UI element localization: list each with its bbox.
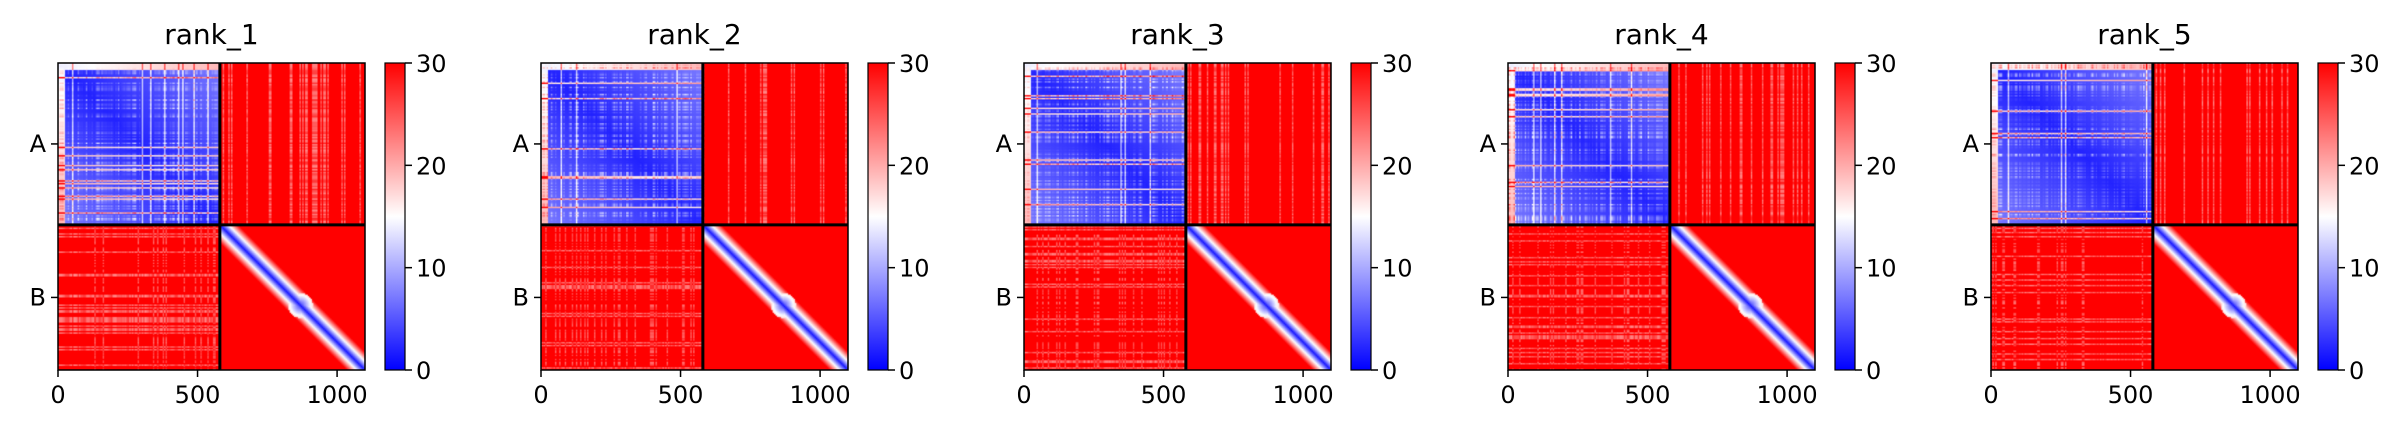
- colorbar-frame: [1350, 62, 1372, 371]
- axes-frame: [57, 62, 366, 371]
- panel-2: rank_2 0 500 1000 A B 0 10 20 30: [513, 18, 930, 409]
- colorbar-tick-label: 30: [1382, 50, 1413, 78]
- colorbar-tick-label: 20: [1866, 152, 1897, 180]
- x-tick-label: 0: [1016, 381, 1031, 409]
- y-tick-label: B: [996, 283, 1012, 311]
- x-tick-label: 500: [1141, 381, 1187, 409]
- axes-frame: [1023, 62, 1332, 371]
- x-tick-label: 500: [658, 381, 704, 409]
- x-tick-label: 500: [2108, 381, 2154, 409]
- x-tick-label: 1000: [1757, 381, 1818, 409]
- colorbar: [385, 63, 405, 370]
- x-tick-label: 500: [175, 381, 221, 409]
- heatmap-image: [1508, 63, 1815, 370]
- heatmap-image: [1991, 63, 2298, 370]
- y-tick-label: A: [513, 130, 530, 158]
- colorbar-tick-label: 10: [1866, 255, 1897, 283]
- panel-title: rank_3: [1130, 18, 1224, 51]
- panel-4: rank_4 0 500 1000 A B 0 10 20 30: [1480, 18, 1897, 409]
- x-tick-label: 1000: [1273, 381, 1334, 409]
- colorbar-tick-label: 30: [416, 50, 447, 78]
- y-tick-label: A: [996, 130, 1013, 158]
- y-tick-label: B: [30, 283, 46, 311]
- colorbar-frame: [384, 62, 406, 371]
- x-tick-label: 500: [1625, 381, 1671, 409]
- colorbar: [868, 63, 888, 370]
- x-tick-label: 0: [50, 381, 65, 409]
- x-tick-label: 0: [1500, 381, 1515, 409]
- x-tick-label: 0: [1983, 381, 1998, 409]
- colorbar-tick-label: 0: [899, 357, 914, 385]
- panel-title: rank_4: [1614, 18, 1708, 51]
- colorbar-frame: [2317, 62, 2339, 371]
- colorbar-tick-label: 10: [416, 255, 447, 283]
- panel-title: rank_2: [647, 18, 741, 51]
- x-tick-label: 0: [533, 381, 548, 409]
- y-tick-label: A: [1480, 130, 1497, 158]
- colorbar: [1351, 63, 1371, 370]
- colorbar-tick-label: 30: [1866, 50, 1897, 78]
- colorbar-tick-label: 10: [1382, 255, 1413, 283]
- colorbar-frame: [867, 62, 889, 371]
- colorbar-tick-label: 0: [1866, 357, 1881, 385]
- x-tick-label: 1000: [2240, 381, 2301, 409]
- heatmap-image: [541, 63, 848, 370]
- colorbar-tick-label: 0: [1382, 357, 1397, 385]
- colorbar: [2318, 63, 2338, 370]
- colorbar-tick-label: 30: [2349, 50, 2380, 78]
- x-tick-label: 1000: [790, 381, 851, 409]
- colorbar-tick-label: 10: [899, 255, 930, 283]
- x-tick-label: 1000: [307, 381, 368, 409]
- colorbar-tick-label: 20: [2349, 152, 2380, 180]
- colorbar-tick-label: 10: [2349, 255, 2380, 283]
- axes-frame: [1990, 62, 2299, 371]
- y-tick-label: B: [1963, 283, 1979, 311]
- heatmap-image: [1024, 63, 1331, 370]
- axes-frame: [1507, 62, 1816, 371]
- panel-1: rank_1 0 500 1000 A B 0 10 20 30: [30, 18, 447, 409]
- panel-title: rank_5: [2097, 18, 2191, 51]
- y-tick-label: A: [30, 130, 47, 158]
- colorbar-frame: [1834, 62, 1856, 371]
- colorbar-tick-label: 20: [416, 152, 447, 180]
- colorbar: [1835, 63, 1855, 370]
- y-tick-label: B: [1480, 283, 1496, 311]
- colorbar-tick-label: 0: [416, 357, 431, 385]
- panel-5: rank_5 0 500 1000 A B 0 10 20 30: [1963, 18, 2380, 409]
- heatmap-image: [58, 63, 365, 370]
- y-tick-label: A: [1963, 130, 1980, 158]
- panel-title: rank_1: [164, 18, 258, 51]
- colorbar-tick-label: 30: [899, 50, 930, 78]
- colorbar-tick-label: 0: [2349, 357, 2364, 385]
- colorbar-tick-label: 20: [1382, 152, 1413, 180]
- panel-3: rank_3 0 500 1000 A B 0 10 20 30: [996, 18, 1413, 409]
- axes-frame: [540, 62, 849, 371]
- y-tick-label: B: [513, 283, 529, 311]
- colorbar-tick-label: 20: [899, 152, 930, 180]
